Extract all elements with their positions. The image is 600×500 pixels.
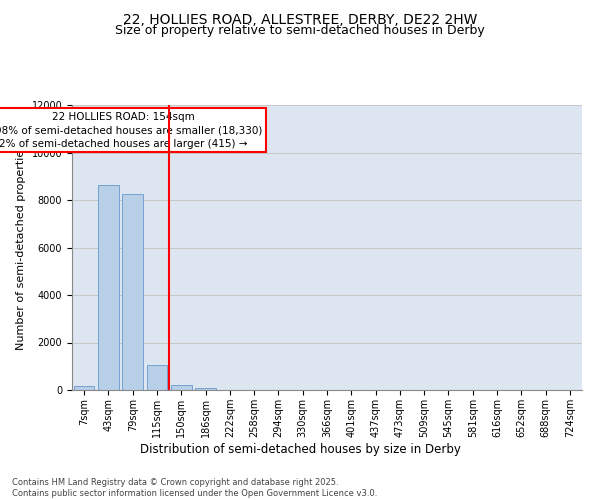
Text: Distribution of semi-detached houses by size in Derby: Distribution of semi-detached houses by …: [140, 442, 460, 456]
Text: Contains HM Land Registry data © Crown copyright and database right 2025.
Contai: Contains HM Land Registry data © Crown c…: [12, 478, 377, 498]
Bar: [146, 365, 167, 390]
Bar: [171, 385, 191, 390]
Bar: [74, 386, 94, 390]
Text: 22, HOLLIES ROAD, ALLESTREE, DERBY, DE22 2HW: 22, HOLLIES ROAD, ALLESTREE, DERBY, DE22…: [123, 12, 477, 26]
Y-axis label: Number of semi-detached properties: Number of semi-detached properties: [16, 144, 26, 350]
Bar: [98, 184, 119, 390]
Text: 22 HOLLIES ROAD: 154sqm
← 98% of semi-detached houses are smaller (18,330)
2% of: 22 HOLLIES ROAD: 154sqm ← 98% of semi-de…: [0, 112, 263, 148]
Bar: [195, 388, 216, 390]
Text: Size of property relative to semi-detached houses in Derby: Size of property relative to semi-detach…: [115, 24, 485, 37]
Bar: [122, 194, 143, 390]
